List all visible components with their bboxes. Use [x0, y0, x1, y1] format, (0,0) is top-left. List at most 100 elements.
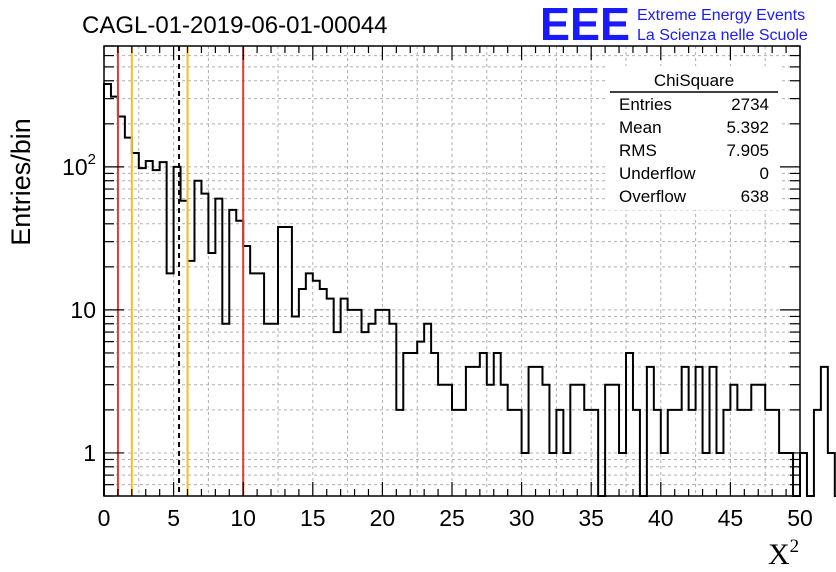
histogram-bin	[619, 453, 626, 496]
histogram-bin	[194, 181, 201, 496]
histogram-bin	[605, 385, 612, 496]
stats-box-background	[608, 66, 780, 210]
stats-label-underflow: Underflow	[619, 164, 696, 183]
histogram-bin	[549, 453, 556, 496]
histogram-bin	[396, 410, 403, 496]
histogram-bin	[306, 273, 313, 496]
histogram-bin	[431, 353, 438, 496]
stats-label-overflow: Overflow	[619, 187, 687, 206]
histogram-bin	[633, 410, 640, 496]
histogram-bin	[522, 453, 529, 496]
histogram-bin	[577, 385, 584, 496]
histogram-bin	[334, 332, 341, 496]
histogram-bin	[556, 410, 563, 496]
histogram-bin	[229, 210, 236, 496]
x-axis-label: X2	[768, 536, 799, 571]
histogram-bin	[682, 367, 689, 496]
histogram-bin	[132, 153, 139, 496]
histogram-bin	[327, 299, 334, 496]
x-tick-label: 35	[578, 505, 604, 531]
histogram-bin	[341, 299, 348, 496]
histogram-bin	[264, 324, 271, 496]
histogram-bin	[201, 194, 208, 496]
histogram-bin	[647, 367, 654, 496]
histogram-bin	[800, 453, 807, 496]
histogram-bin	[487, 385, 494, 496]
y-tick-label: 102	[62, 151, 96, 180]
histogram-bin	[188, 261, 195, 496]
histogram-bin	[153, 170, 160, 496]
histogram-bin	[368, 324, 375, 496]
x-tick-label: 15	[300, 505, 326, 531]
y-tick-label-base: 10	[62, 154, 88, 180]
stats-box: ChiSquare Entries 2734 Mean 5.392 RMS 7.…	[608, 66, 780, 210]
histogram-bin	[751, 385, 758, 496]
histogram-bin	[675, 410, 682, 496]
histogram-bin	[375, 310, 382, 496]
histogram-bin	[215, 199, 222, 496]
histogram-bin	[222, 324, 229, 496]
histogram-bin	[389, 324, 396, 496]
histogram-bin	[536, 367, 543, 496]
histogram-bin	[668, 410, 675, 496]
x-tick-label: 5	[167, 505, 180, 531]
eee-logo: EEE Extreme Energy Events La Scienza nel…	[540, 0, 808, 50]
x-tick-label: 25	[439, 505, 465, 531]
histogram-bin	[501, 385, 508, 496]
histogram-bin	[821, 367, 828, 496]
histogram-bin	[661, 453, 668, 496]
histogram-bin	[348, 310, 355, 496]
histogram-bin	[320, 289, 327, 496]
x-tick-label: 30	[509, 505, 535, 531]
histogram-bin	[689, 410, 696, 496]
histogram-bin	[243, 246, 250, 496]
histogram-bin	[730, 385, 737, 496]
axis-ticks	[103, 45, 801, 497]
x-tick-label: 40	[648, 505, 674, 531]
histogram-bin	[696, 367, 703, 496]
histogram-bin	[466, 367, 473, 496]
histogram-bin	[160, 162, 167, 496]
histogram-bin	[313, 281, 320, 496]
x-tick-label: 10	[230, 505, 256, 531]
histogram-bin	[139, 168, 146, 496]
histogram-bin	[654, 410, 661, 496]
histogram-outline	[103, 82, 836, 497]
reference-lines	[116, 46, 245, 496]
stats-box-title: ChiSquare	[654, 71, 734, 90]
eee-logo-line2: La Scienza nelle Scuole	[637, 27, 808, 44]
stats-value-mean: 5.392	[726, 118, 769, 137]
histogram-bin	[814, 410, 821, 496]
histogram-bin	[459, 410, 466, 496]
histogram-bin	[125, 138, 132, 496]
histogram-bin	[529, 367, 536, 496]
histogram-bin	[257, 273, 264, 496]
x-tick-label: 20	[370, 505, 396, 531]
histogram-bin	[167, 273, 174, 496]
histogram-bin	[703, 453, 710, 496]
histogram-bin	[236, 221, 243, 496]
x-tick-labels: 0 5 10 15 20 25 30 35 40 45 50	[98, 505, 813, 531]
histogram-bin	[828, 453, 835, 496]
stats-value-overflow: 638	[741, 187, 769, 206]
stats-label-rms: RMS	[619, 141, 657, 160]
histogram-bin	[765, 410, 772, 496]
histogram-bin	[626, 353, 633, 496]
histogram-bin	[612, 385, 619, 496]
histogram-bin	[146, 161, 153, 496]
histogram-bin	[723, 410, 730, 496]
eee-logo-mark: EEE	[540, 0, 630, 50]
stats-value-underflow: 0	[760, 164, 769, 183]
histogram-bin	[710, 367, 717, 496]
chart-title: CAGL-01-2019-06-01-00044	[82, 12, 388, 39]
eee-logo-line1: Extreme Energy Events	[637, 7, 805, 24]
histogram-bin	[285, 227, 292, 496]
histogram-bin	[292, 316, 299, 496]
stats-value-rms: 7.905	[726, 141, 769, 160]
histogram-bin	[452, 410, 459, 496]
histogram-bin	[403, 353, 410, 496]
histogram-bin	[417, 342, 424, 496]
histogram-bin	[104, 84, 111, 496]
